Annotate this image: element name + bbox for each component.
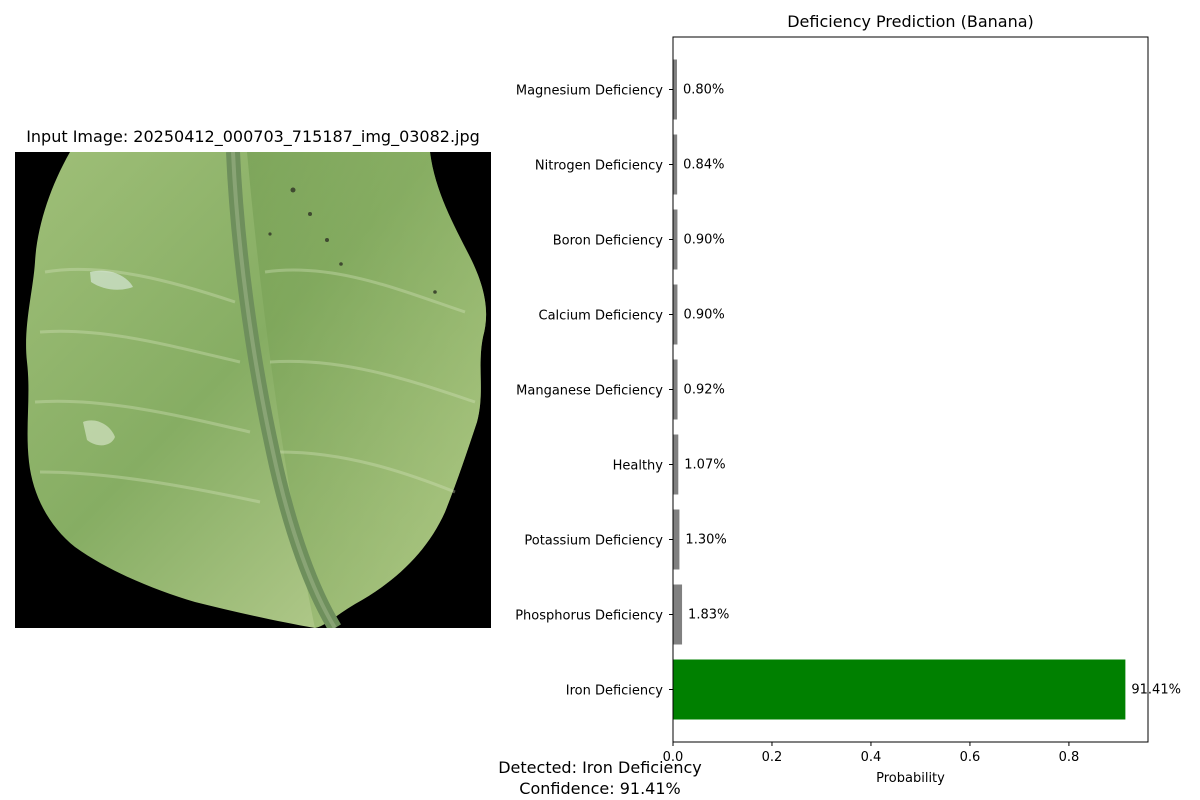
bar [673, 434, 679, 495]
bar [673, 59, 677, 120]
bar [673, 659, 1126, 720]
y-tick-label: Iron Deficiency [566, 684, 664, 699]
detected-label: Detected: Iron Deficiency [498, 758, 702, 777]
bar [673, 134, 678, 195]
detection-summary: Detected: Iron Deficiency Confidence: 91… [400, 757, 800, 799]
bar [673, 209, 678, 270]
plot-frame [672, 36, 1149, 743]
y-tick-label: Potassium Deficiency [524, 534, 663, 549]
x-tick-label: 0.2 [762, 750, 783, 765]
value-label: 1.07% [684, 458, 725, 473]
chart-title: Deficiency Prediction (Banana) [787, 12, 1034, 31]
bar [673, 584, 683, 645]
value-label: 0.90% [683, 233, 724, 248]
y-tick-label: Boron Deficiency [553, 234, 664, 249]
bar [673, 359, 678, 420]
bar [673, 284, 678, 345]
value-label: 0.90% [683, 308, 724, 323]
y-tick-label: Manganese Deficiency [516, 384, 663, 399]
value-label: 1.83% [688, 608, 729, 623]
bar [673, 509, 680, 570]
value-label: 1.30% [685, 533, 726, 548]
confidence-label: Confidence: 91.41% [519, 779, 681, 798]
y-tick-label: Magnesium Deficiency [516, 84, 663, 99]
y-tick-label: Phosphorus Deficiency [515, 609, 663, 624]
y-tick-label: Nitrogen Deficiency [535, 159, 663, 174]
value-label: 0.92% [684, 383, 725, 398]
input-image-title: Input Image: 20250412_000703_715187_img_… [26, 127, 480, 146]
y-tick-label: Calcium Deficiency [539, 309, 664, 324]
leaf-image [15, 151, 491, 632]
y-tick-label: Healthy [613, 459, 664, 474]
x-tick-label: 0.0 [663, 750, 684, 765]
value-label: 0.84% [683, 158, 724, 173]
value-label: 91.41% [1131, 683, 1181, 698]
x-tick-label: 0.6 [960, 750, 981, 765]
value-label: 0.80% [683, 83, 724, 98]
banana-leaf-photo [15, 151, 491, 632]
x-axis-label: Probability [876, 771, 945, 786]
x-tick-label: 0.8 [1059, 750, 1080, 765]
x-tick-label: 0.4 [861, 750, 882, 765]
